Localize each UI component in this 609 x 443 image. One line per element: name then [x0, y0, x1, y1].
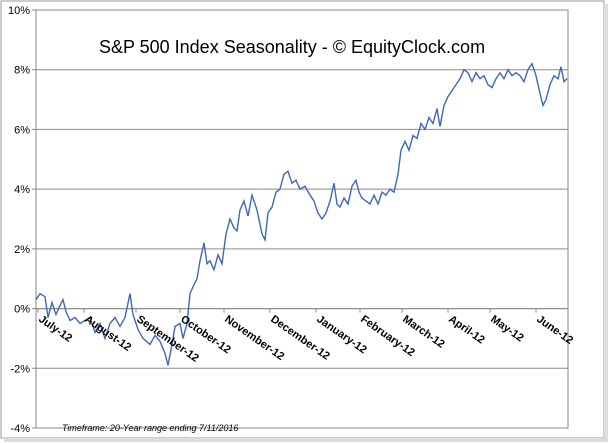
frame-shadow [604, 4, 608, 442]
y-tick-label: 10% [8, 5, 30, 17]
y-tick-label: -2% [10, 363, 30, 375]
y-tick-label: 4% [14, 184, 30, 196]
plot-border [35, 9, 569, 429]
frame-shadow [4, 438, 607, 442]
y-tick-label: 8% [14, 65, 30, 77]
y-tick-label: 0% [14, 304, 30, 316]
y-tick-label: -4% [10, 423, 30, 435]
annotation: Timeframe: 20-Year range ending 7/11/201… [62, 423, 238, 433]
y-tick-label: 6% [14, 124, 30, 136]
y-tick-label: 2% [14, 244, 30, 256]
chart-title: S&P 500 Index Seasonality - © EquityCloc… [99, 37, 485, 57]
data-line [35, 62, 568, 366]
